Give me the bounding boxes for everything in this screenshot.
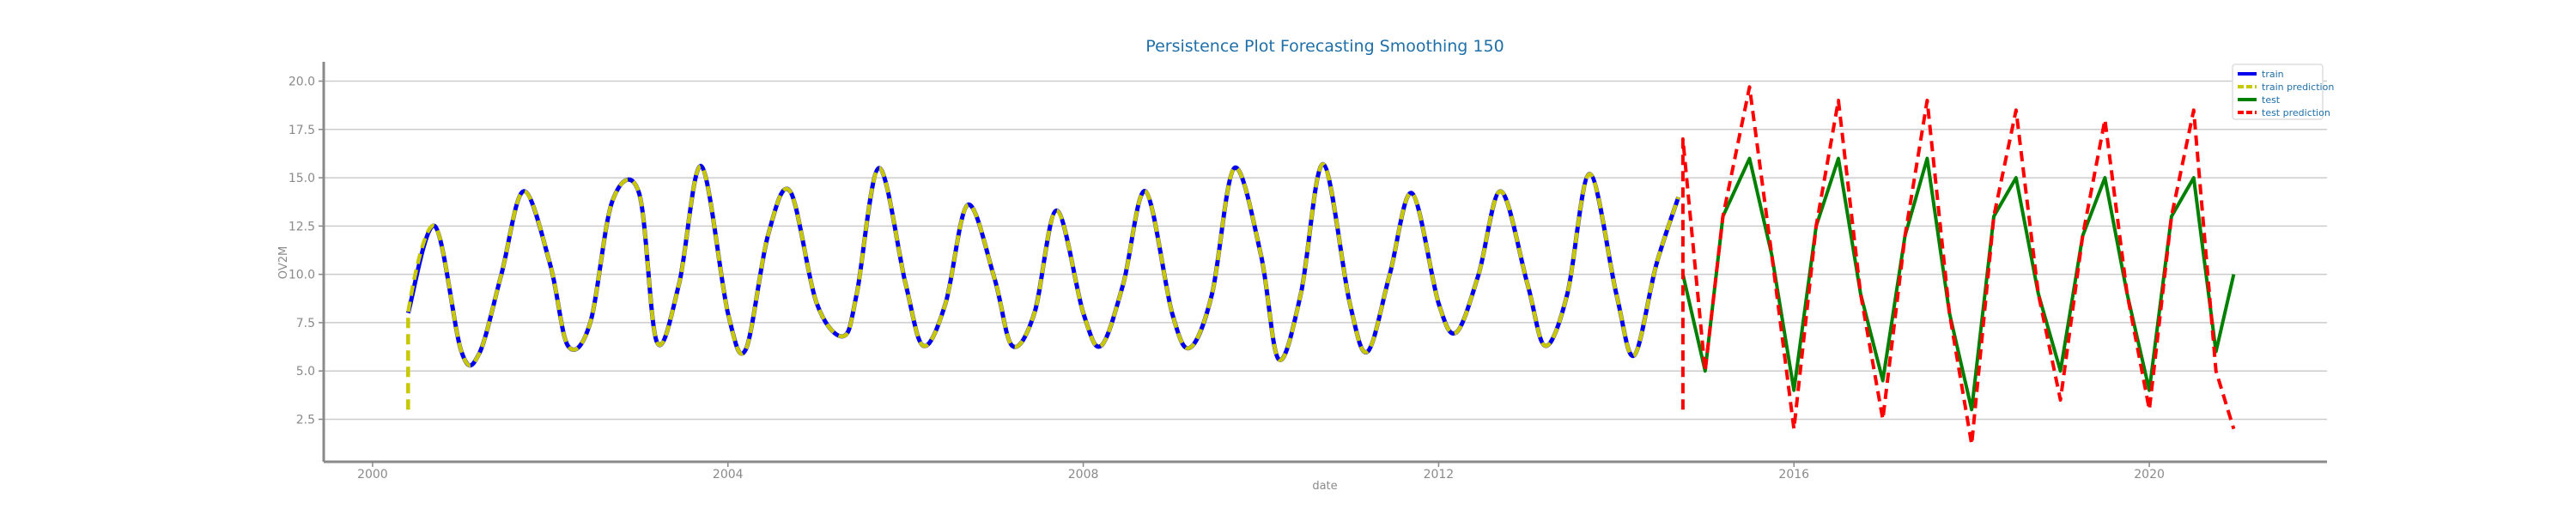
grid-lines [324, 80, 2327, 421]
legend-entry: train [2262, 69, 2284, 80]
x-tick-label: 2016 [1778, 468, 1809, 482]
x-tick-label: 2000 [357, 468, 388, 482]
y-tick-label: 10.0 [289, 269, 315, 282]
legend-entry: train prediction [2262, 82, 2334, 93]
y-tick-label: 20.0 [289, 76, 315, 89]
x-tick-label: 2020 [2134, 468, 2165, 482]
x-tick-label: 2008 [1068, 468, 1099, 482]
legend-entry: test [2262, 94, 2281, 106]
x-axis-label: date [1312, 480, 1337, 493]
chart-title: Persistence Plot Forecasting Smoothing 1… [1145, 37, 1504, 56]
y-tick-label: 5.0 [296, 365, 315, 379]
y-axis-label: OV2M [277, 246, 290, 279]
train-prediction-line [406, 162, 1680, 410]
y-tick-label: 12.5 [289, 220, 315, 233]
test-prediction-line [1680, 85, 2236, 446]
legend-entry: test prediction [2262, 107, 2330, 118]
y-tick-label: 15.0 [289, 172, 315, 185]
y-tick-label: 2.5 [296, 413, 315, 427]
x-tick-label: 2012 [1424, 468, 1455, 482]
y-tick-label: 7.5 [296, 317, 315, 330]
x-tick-label: 2004 [713, 468, 744, 482]
legend-box [2232, 64, 2324, 120]
plot-series [405, 85, 2236, 446]
y-tick-label: 17.5 [289, 124, 315, 137]
axes [322, 62, 2327, 464]
tick-labels: 2.5 5.0 7.5 10.0 12.5 15.0 17.5 20.0 2000 2004 200… [289, 76, 2165, 482]
